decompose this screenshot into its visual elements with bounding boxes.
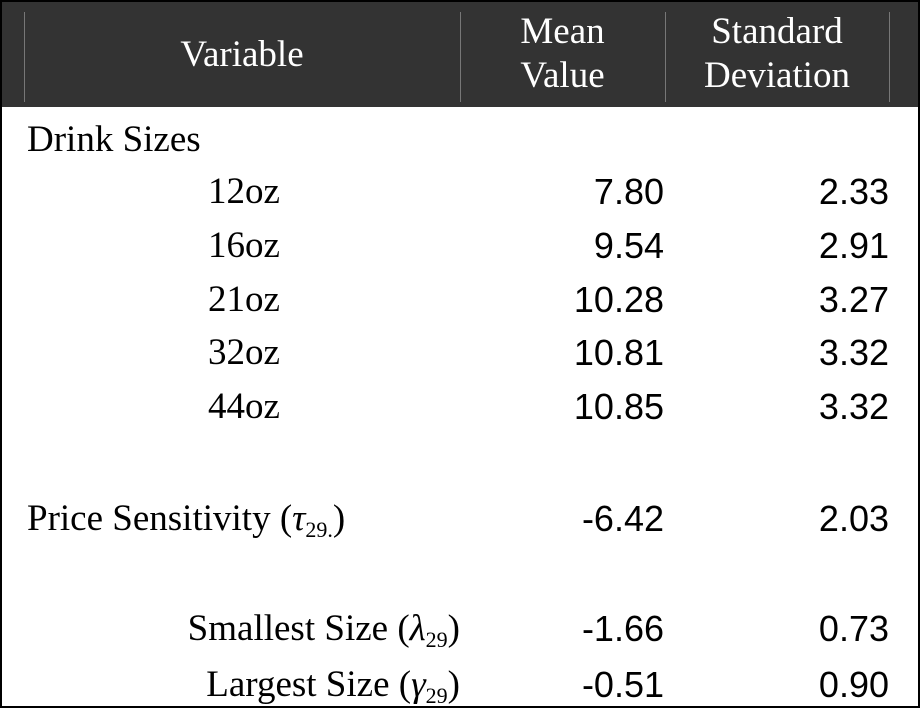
mean-value: -0.51	[581, 664, 664, 705]
mean-value: 10.85	[573, 386, 664, 427]
std-dev: 2.91	[818, 225, 889, 266]
table: Variable Mean Value Standard Deviation Drink…	[0, 0, 920, 708]
symbol: τ	[292, 498, 306, 539]
row-label: 16oz	[44, 224, 444, 268]
mean-value: 7.80	[593, 171, 664, 212]
mean-value: 10.81	[573, 332, 664, 373]
header-cell: Standard Deviation	[665, 10, 889, 98]
label-text: )	[447, 664, 460, 705]
label-text: Largest Size (	[206, 664, 412, 705]
separator	[24, 12, 25, 102]
label-text: 44oz	[208, 386, 280, 427]
mean-value: -1.66	[581, 608, 664, 649]
label-text: 32oz	[208, 332, 280, 373]
subscript: 29	[425, 683, 448, 708]
row-label: 12oz	[44, 170, 444, 214]
mean-value: 9.54	[593, 225, 664, 266]
std-dev: 3.32	[818, 386, 889, 427]
std-dev: 0.90	[818, 664, 889, 705]
row-label: Largest Size (γ29)	[206, 663, 460, 708]
row-label: 32oz	[44, 331, 444, 375]
header-text: Value	[520, 55, 605, 96]
subscript: 29.	[305, 517, 333, 542]
mean-value: 10.28	[573, 279, 664, 320]
label-text: 21oz	[208, 279, 280, 320]
header-text: Standard	[711, 11, 843, 52]
label-text: Price Sensitivity (	[27, 498, 293, 539]
label-text: )	[332, 498, 346, 539]
row-label: Smallest Size (λ29)	[188, 607, 460, 662]
row-label: Drink Sizes	[27, 118, 201, 162]
label-text: )	[447, 608, 460, 649]
header-cell: Mean Value	[460, 10, 665, 98]
mean-value: -6.42	[581, 498, 664, 539]
std-dev: 2.33	[818, 171, 889, 212]
row-label: Price Sensitivity (τ29.)	[27, 497, 345, 552]
subscript: 29	[425, 627, 448, 652]
header-text: Variable	[180, 34, 304, 75]
header-cell: Variable	[24, 33, 460, 77]
label-text: 12oz	[208, 171, 280, 212]
row-label: 21oz	[44, 278, 444, 322]
header-text: Mean	[520, 11, 605, 52]
label-text: Smallest Size (	[187, 608, 410, 649]
header: Variable Mean Value Standard Deviation	[2, 2, 918, 107]
header-text: Deviation	[704, 55, 850, 96]
label-text: Drink Sizes	[27, 119, 201, 160]
row-label: 44oz	[44, 385, 444, 429]
std-dev: 2.03	[818, 498, 889, 539]
label-text: 16oz	[208, 225, 280, 266]
separator	[665, 12, 666, 102]
std-dev: 3.32	[818, 332, 889, 373]
separator	[889, 12, 890, 102]
separator	[460, 12, 461, 102]
std-dev: 3.27	[818, 279, 889, 320]
symbol: λ	[409, 608, 426, 649]
std-dev: 0.73	[818, 608, 889, 649]
symbol: γ	[411, 664, 426, 705]
